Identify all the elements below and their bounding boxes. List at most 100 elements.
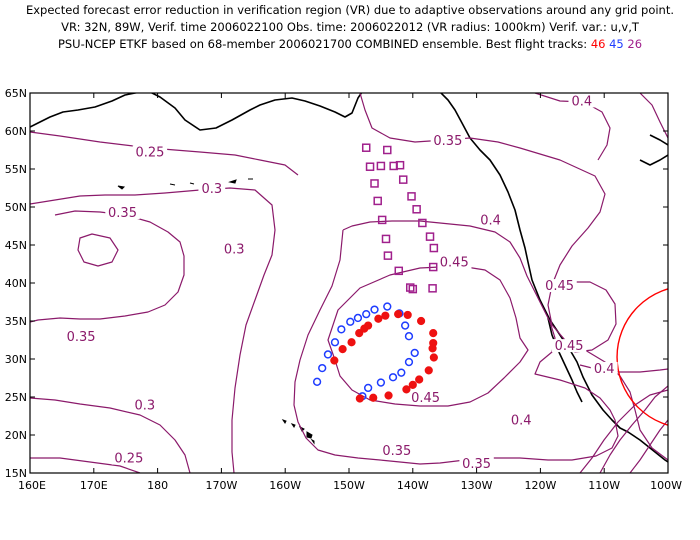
track-26-point xyxy=(381,234,391,244)
contour-label-bg xyxy=(408,390,443,404)
contour-southeast-1 xyxy=(599,385,668,473)
figure-header: Expected forecast error reduction in ver… xyxy=(0,0,700,72)
track-46-point xyxy=(364,321,373,330)
contour-label-bg xyxy=(132,145,168,159)
track-45-point xyxy=(363,383,373,393)
track-26-point xyxy=(383,251,393,260)
lon-label: 160W xyxy=(269,479,301,492)
contour-label-bg xyxy=(551,339,587,353)
track-45-point xyxy=(323,350,333,359)
lat-label: 25N xyxy=(5,391,27,404)
contour-label: 0.35 xyxy=(433,134,462,149)
track-id-purple: 26 xyxy=(627,37,643,51)
contour-label: 0.3 xyxy=(224,243,245,258)
gulf-coast xyxy=(639,154,668,166)
baja-coast xyxy=(547,317,583,403)
track-26-point xyxy=(408,284,418,294)
track-26-point xyxy=(428,284,437,293)
lon-label: 120W xyxy=(524,479,556,492)
track-26-point xyxy=(376,161,386,171)
track-45-point xyxy=(318,363,327,373)
track-46-point xyxy=(429,329,438,338)
contour-label-bg xyxy=(459,456,494,470)
track-46-point xyxy=(408,380,417,389)
contour-label: 0.4 xyxy=(480,214,501,229)
track-45-point xyxy=(337,325,346,334)
contour-labels: 0.25 0.3 0.35 0.3 0.35 0.3 0.25 0.35 0.4 0.45 0.45… xyxy=(63,94,618,472)
lon-label: 140W xyxy=(397,479,429,492)
track-46-point xyxy=(355,329,364,338)
lat-label: 50N xyxy=(5,201,27,214)
lat-label: 15N xyxy=(5,467,27,480)
contour-label-bg xyxy=(437,255,472,269)
contour-label-bg xyxy=(198,181,226,195)
title-line-2: VR: 32N, 89W, Verif. time 2006022100 Obs… xyxy=(61,20,639,34)
track-26-point xyxy=(361,143,371,152)
contour-label: 0.45 xyxy=(545,279,574,294)
lon-label: 170E xyxy=(80,479,108,492)
track-45-point xyxy=(312,377,322,386)
lat-label: 60N xyxy=(5,125,27,138)
contour-label: 0.25 xyxy=(114,452,143,467)
track-46-point xyxy=(381,311,390,320)
track-45-point xyxy=(397,368,406,377)
title-line-3-prefix: PSU-NCEP ETKF based on 68-member 2006021… xyxy=(57,37,588,51)
contour-0.25-southwest xyxy=(30,457,141,473)
contour-0.4-northeast xyxy=(534,93,668,161)
track-26-point xyxy=(395,160,405,170)
track-26-point xyxy=(425,232,435,241)
track-46-point xyxy=(384,391,393,400)
contour-label-bg xyxy=(430,133,466,147)
map-frame xyxy=(29,92,669,474)
contour-label: 0.35 xyxy=(108,206,137,221)
track-46-point xyxy=(402,385,411,394)
lon-label: 130W xyxy=(461,479,493,492)
contour-0.4-main xyxy=(293,220,619,465)
contour-label-bg xyxy=(111,451,147,465)
lat-label: 45N xyxy=(5,239,27,252)
track-46-point xyxy=(428,344,437,353)
contour-label-bg xyxy=(590,361,618,375)
aleutian-islands xyxy=(117,178,253,190)
contour-label-bg xyxy=(477,213,505,227)
track-id-blue: 45 xyxy=(609,37,624,51)
contour-label: 0.45 xyxy=(440,256,469,271)
contour-label: 0.3 xyxy=(134,398,155,413)
track-45-point xyxy=(410,348,419,358)
track-45-point xyxy=(353,313,363,323)
contour-label: 0.45 xyxy=(555,339,584,354)
lon-label: 180 xyxy=(147,479,168,492)
track-26-point xyxy=(412,205,421,214)
contour-label-bg xyxy=(63,330,99,343)
track-46-point xyxy=(429,353,438,362)
track-26-point xyxy=(429,243,439,253)
track-46-point xyxy=(403,310,412,320)
contour-0.3-west xyxy=(30,187,276,473)
hawaii-islands xyxy=(281,419,315,445)
contour-label: 0.4 xyxy=(572,94,593,109)
contour-label-bg xyxy=(220,242,248,256)
lat-label: 55N xyxy=(5,163,27,176)
contour-label: 0.25 xyxy=(135,145,164,160)
track-26-point xyxy=(394,266,404,276)
islands xyxy=(117,178,315,445)
contour-label: 0.3 xyxy=(201,182,222,197)
track-26-point xyxy=(428,262,438,272)
track-46-point xyxy=(424,366,433,375)
lat-label: 30N xyxy=(5,353,27,366)
hudson-bay-coast xyxy=(649,134,668,146)
lon-label: 110W xyxy=(588,479,620,492)
track-26-point xyxy=(373,196,382,206)
track-45-point xyxy=(404,357,414,367)
contour-0.45-main xyxy=(327,265,529,407)
track-45-point xyxy=(370,305,379,314)
contour-label: 0.4 xyxy=(511,414,532,429)
contour-label-bg xyxy=(379,444,415,457)
contour-southeast-2 xyxy=(579,389,668,473)
track-46-point xyxy=(416,316,426,326)
track-26-point xyxy=(365,162,375,171)
track-46-point xyxy=(415,375,424,384)
contour-label: 0.35 xyxy=(67,330,96,345)
flight-tracks xyxy=(312,143,439,403)
track-46-point xyxy=(355,394,364,403)
